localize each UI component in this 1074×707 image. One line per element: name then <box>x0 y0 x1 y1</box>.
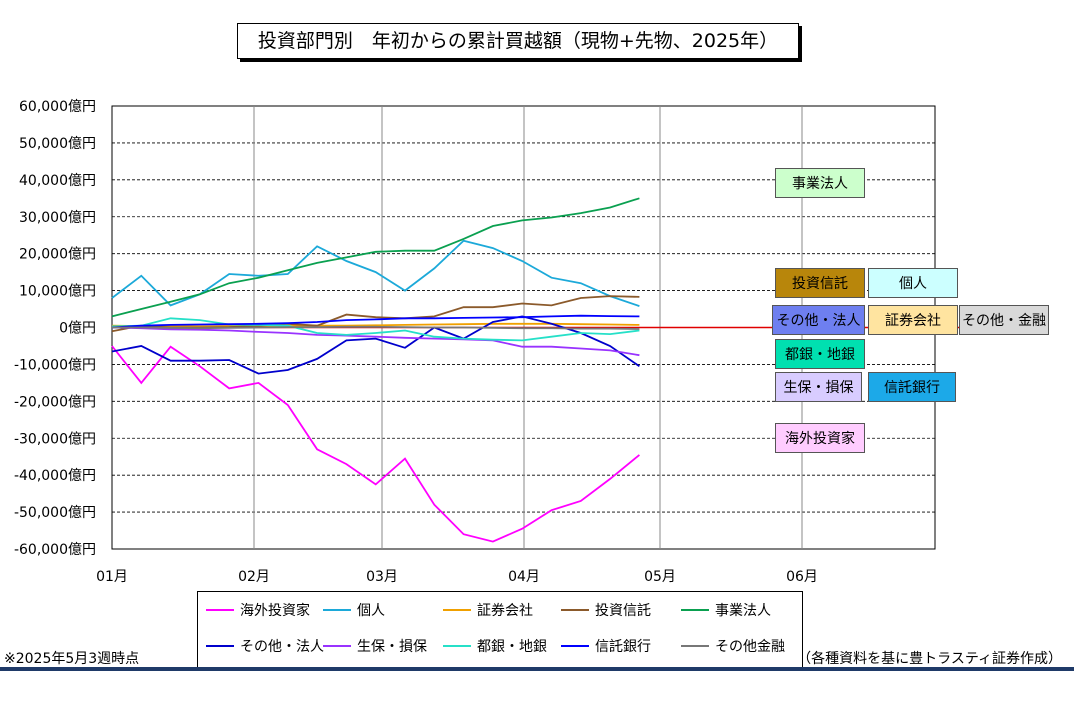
line-chart: 60,000億円 50,000億円 40,000億円 30,000億円 20,000億円… <box>14 99 1030 585</box>
legend-swatch <box>323 645 351 647</box>
series-tag: 生保・損保 <box>775 372 862 402</box>
y-tick-label: -30,000億円 <box>14 431 96 447</box>
footnote-source: （各種資料を基に豊トラスティ証券作成） <box>797 651 1062 667</box>
legend-item: 海外投資家 <box>206 600 310 620</box>
y-tick-label: -10,000億円 <box>14 357 96 373</box>
legend-swatch <box>561 645 589 647</box>
legend-swatch <box>323 609 351 611</box>
legend-label: 海外投資家 <box>240 603 310 619</box>
series-line <box>111 345 640 543</box>
legend-swatch <box>443 645 471 647</box>
y-tick-label: 0億円 <box>59 321 96 337</box>
y-tick-label: 60,000億円 <box>19 99 96 115</box>
series-tag: 投資信託 <box>775 268 865 298</box>
legend-label: その他・法人 <box>240 639 324 655</box>
legend-item: 事業法人 <box>681 600 771 620</box>
y-tick-label: -60,000億円 <box>14 542 96 558</box>
legend-label: 証券会社 <box>477 603 533 619</box>
legend-swatch <box>206 609 234 611</box>
series-tag: 信託銀行 <box>868 372 956 402</box>
series-line <box>111 314 640 329</box>
legend-label: 事業法人 <box>715 603 771 619</box>
y-tick-label: 40,000億円 <box>19 173 96 189</box>
legend-swatch <box>681 645 709 647</box>
legend-item: その他・法人 <box>206 636 324 656</box>
x-tick-label: 06月 <box>786 569 818 585</box>
legend-item: 投資信託 <box>561 600 651 620</box>
series-line <box>111 326 640 357</box>
series-tag: 事業法人 <box>775 168 865 198</box>
x-tick-label: 05月 <box>644 569 676 585</box>
legend-swatch <box>561 609 589 611</box>
y-tick-label: 50,000億円 <box>19 136 96 152</box>
legend-swatch <box>681 609 709 611</box>
series-tag: 都銀・地銀 <box>775 339 865 369</box>
legend-swatch <box>206 645 234 647</box>
series-tag: その他・金融 <box>959 305 1049 335</box>
legend-item: その他金融 <box>681 636 785 656</box>
y-tick-label: -40,000億円 <box>14 468 96 484</box>
x-tick-label: 01月 <box>96 569 128 585</box>
series-tag: 個人 <box>868 268 958 298</box>
legend-item: 生保・損保 <box>323 636 427 656</box>
legend-item: 証券会社 <box>443 600 533 620</box>
x-tick-label: 04月 <box>508 569 540 585</box>
series-line <box>112 325 640 330</box>
legend-swatch <box>443 609 471 611</box>
series-lines <box>111 197 640 543</box>
series-line <box>111 315 640 375</box>
legend-label: その他金融 <box>715 639 785 655</box>
bottom-rule <box>0 667 1074 671</box>
series-line <box>111 317 640 342</box>
y-tick-label: 30,000億円 <box>19 210 96 226</box>
legend: 海外投資家 個人 証券会社 投資信託 事業法人その他・法人 生保・損保 都銀・地銀 信託銀行 そ… <box>197 591 803 669</box>
legend-item: 信託銀行 <box>561 636 651 656</box>
legend-item: 都銀・地銀 <box>443 636 547 656</box>
series-line <box>111 197 640 318</box>
legend-item: 個人 <box>323 600 385 620</box>
footnote-date: ※2025年5月3週時点 <box>4 651 140 667</box>
x-axis-ticks: 01月 02月 03月 04月 05月 06月 <box>96 569 818 585</box>
y-axis-ticks: 60,000億円 50,000億円 40,000億円 30,000億円 20,000億円… <box>14 99 96 558</box>
legend-label: 投資信託 <box>595 603 651 619</box>
y-tick-label: 10,000億円 <box>19 284 96 300</box>
legend-label: 個人 <box>357 603 385 619</box>
legend-label: 生保・損保 <box>357 639 427 655</box>
legend-label: 信託銀行 <box>595 639 651 655</box>
x-tick-label: 02月 <box>238 569 270 585</box>
y-tick-label: -50,000億円 <box>14 505 96 521</box>
x-tick-label: 03月 <box>366 569 398 585</box>
chart-title: 投資部門別 年初からの累計買越額（現物+先物、2025年） <box>237 23 799 59</box>
series-tag: 海外投資家 <box>775 423 865 453</box>
y-tick-label: -20,000億円 <box>14 394 96 410</box>
y-tick-label: 20,000億円 <box>19 247 96 263</box>
legend-label: 都銀・地銀 <box>477 639 547 655</box>
series-tag: 証券会社 <box>868 305 958 335</box>
series-tag: その他・法人 <box>772 305 865 335</box>
